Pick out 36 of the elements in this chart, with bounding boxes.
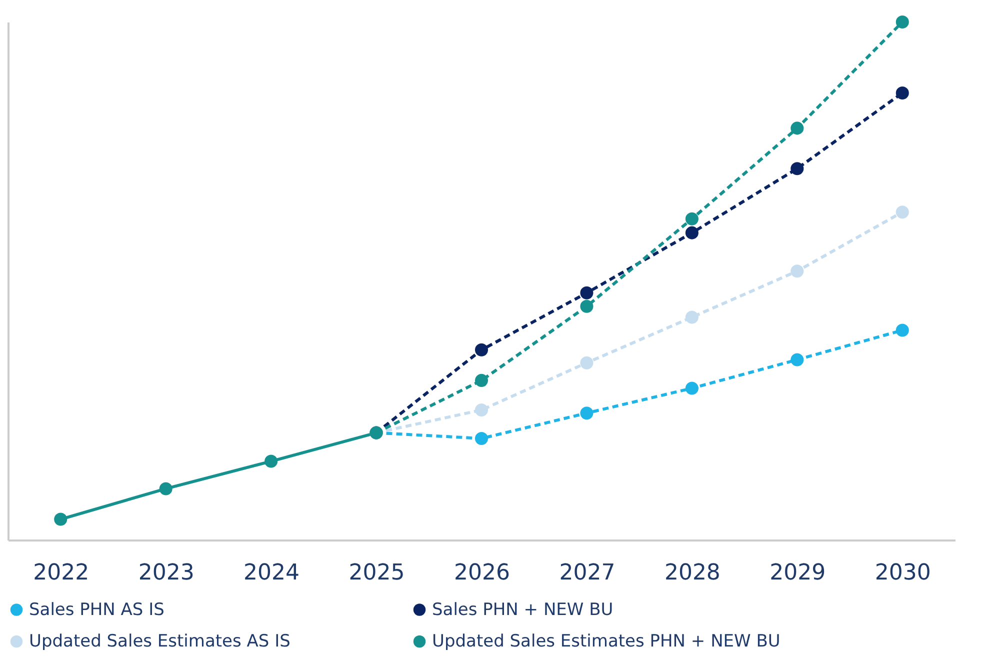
point bbox=[54, 512, 68, 526]
legend-label: Updated Sales Estimates PHN + NEW BU bbox=[432, 632, 780, 652]
x-tick-label: 2030 bbox=[874, 560, 931, 586]
point bbox=[580, 286, 594, 300]
point bbox=[580, 356, 594, 370]
x-tick-label: 2023 bbox=[138, 560, 194, 586]
point bbox=[790, 353, 804, 366]
legend-label: Sales PHN + NEW BU bbox=[432, 600, 614, 620]
point bbox=[580, 300, 594, 313]
x-tick-label: 2022 bbox=[33, 560, 90, 586]
point bbox=[474, 403, 488, 416]
point bbox=[896, 324, 909, 337]
x-tick-label: 2024 bbox=[244, 560, 300, 586]
point bbox=[580, 406, 594, 420]
point bbox=[159, 482, 172, 496]
point bbox=[474, 374, 488, 387]
x-tick-label: 2029 bbox=[770, 560, 826, 586]
point bbox=[896, 15, 909, 29]
point bbox=[685, 310, 698, 324]
point bbox=[685, 212, 698, 226]
point bbox=[474, 432, 488, 445]
point bbox=[896, 86, 909, 100]
legend-label: Updated Sales Estimates AS IS bbox=[29, 632, 290, 652]
point bbox=[896, 206, 909, 219]
legend-label: Sales PHN AS IS bbox=[29, 600, 164, 620]
point bbox=[790, 162, 804, 176]
point bbox=[790, 264, 804, 278]
point bbox=[685, 382, 698, 395]
point bbox=[685, 226, 698, 240]
x-tick-label: 2025 bbox=[348, 560, 405, 586]
point bbox=[264, 454, 278, 468]
x-tick-label: 2027 bbox=[559, 560, 616, 586]
point bbox=[790, 122, 804, 135]
x-tick-label: 2028 bbox=[664, 560, 720, 586]
x-tick-label: 2026 bbox=[454, 560, 510, 586]
point bbox=[474, 343, 488, 356]
